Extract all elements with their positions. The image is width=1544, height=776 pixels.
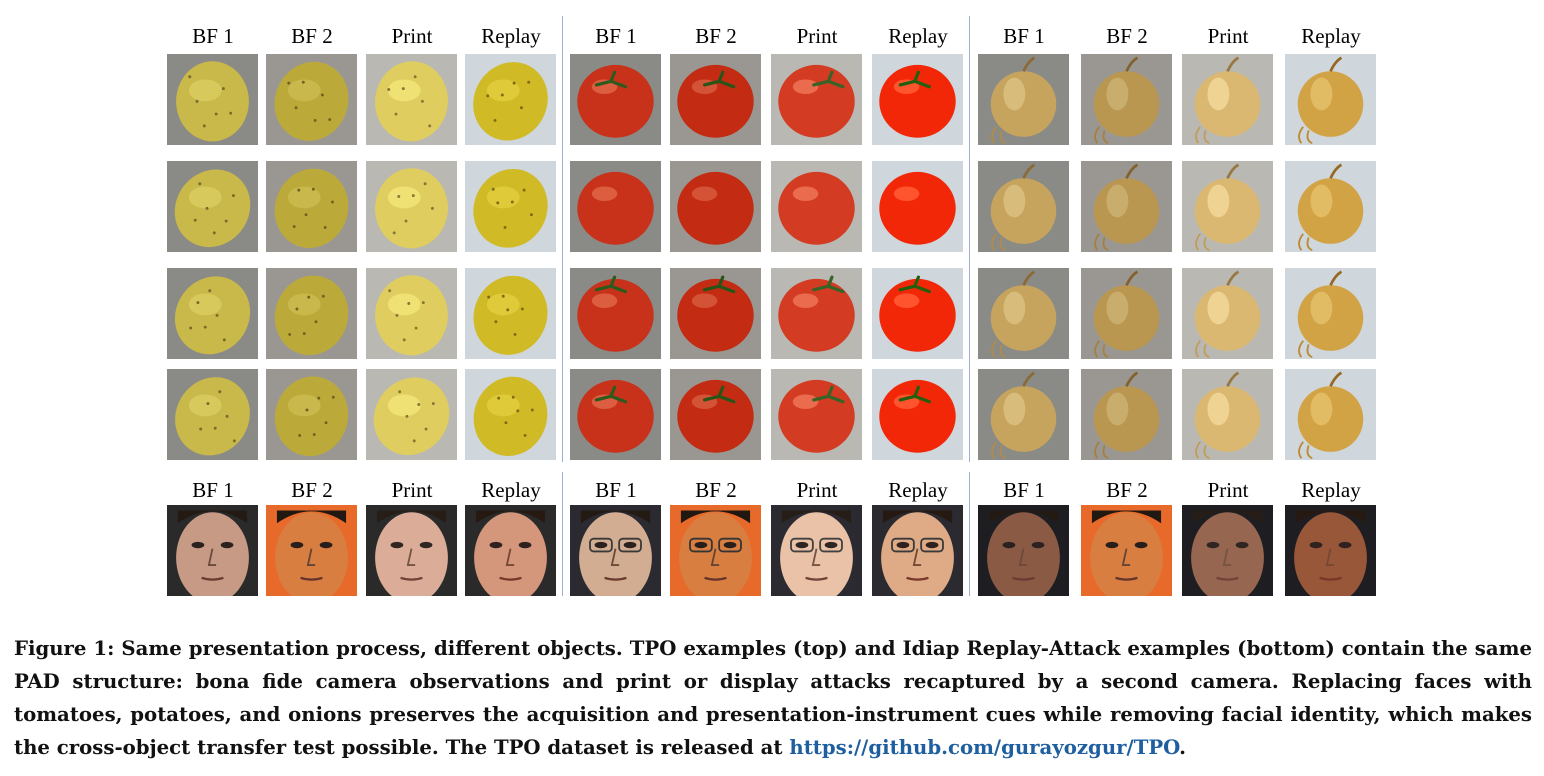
face-image-subject-3-bf-1 — [978, 505, 1069, 596]
onion-image-row2-print — [1182, 161, 1273, 252]
group-separator — [969, 472, 970, 596]
tomato-image-row3-print — [771, 268, 862, 359]
caption-end: . — [1179, 736, 1187, 759]
potato-image-row3-bf-2 — [266, 268, 357, 359]
tomato-image-row3-replay — [872, 268, 963, 359]
tomato-image-row4-print — [771, 369, 862, 460]
onion-image-row1-print — [1182, 54, 1273, 145]
header-face-subject-1-print: Print — [391, 478, 433, 502]
tomato-image-row1-bf-1 — [570, 54, 661, 145]
figure-caption: Figure 1: Same presentation process, dif… — [14, 632, 1532, 764]
header-onion-bf-2: BF 2 — [1106, 24, 1148, 48]
onion-image-row1-replay — [1285, 54, 1376, 145]
potato-image-row3-bf-1 — [167, 268, 258, 359]
potato-image-row3-replay — [465, 268, 556, 359]
onion-image-row1-bf-2 — [1081, 54, 1172, 145]
face-image-subject-3-print — [1182, 505, 1273, 596]
potato-image-row4-replay — [465, 369, 556, 460]
face-image-subject-2-replay — [872, 505, 963, 596]
potato-image-row1-print — [366, 54, 457, 145]
onion-image-row4-bf-1 — [978, 369, 1069, 460]
tomato-image-row2-bf-1 — [570, 161, 661, 252]
header-onion-replay: Replay — [1301, 24, 1361, 48]
face-image-subject-2-print — [771, 505, 862, 596]
potato-image-row2-print — [366, 161, 457, 252]
face-image-subject-1-replay — [465, 505, 556, 596]
header-face-subject-2-bf-2: BF 2 — [695, 478, 737, 502]
header-tomato-replay: Replay — [888, 24, 948, 48]
group-separator — [562, 472, 563, 596]
tomato-image-row1-bf-2 — [670, 54, 761, 145]
onion-image-row4-bf-2 — [1081, 369, 1172, 460]
onion-image-row3-bf-1 — [978, 268, 1069, 359]
face-image-subject-1-print — [366, 505, 457, 596]
onion-image-row4-replay — [1285, 369, 1376, 460]
tomato-image-row1-replay — [872, 54, 963, 145]
header-face-subject-2-replay: Replay — [888, 478, 948, 502]
onion-image-row1-bf-1 — [978, 54, 1069, 145]
tomato-image-row4-bf-1 — [570, 369, 661, 460]
onion-image-row2-bf-1 — [978, 161, 1069, 252]
header-onion-print: Print — [1207, 24, 1249, 48]
header-tomato-bf-2: BF 2 — [695, 24, 737, 48]
onion-image-row4-print — [1182, 369, 1273, 460]
header-face-subject-3-print: Print — [1207, 478, 1249, 502]
header-potato-replay: Replay — [481, 24, 541, 48]
face-image-subject-1-bf-2 — [266, 505, 357, 596]
header-onion-bf-1: BF 1 — [1003, 24, 1045, 48]
potato-image-row1-bf-2 — [266, 54, 357, 145]
face-image-subject-3-bf-2 — [1081, 505, 1172, 596]
group-separator — [969, 16, 970, 462]
header-face-subject-3-bf-2: BF 2 — [1106, 478, 1148, 502]
header-potato-bf-2: BF 2 — [291, 24, 333, 48]
group-separator — [562, 16, 563, 462]
potato-image-row1-bf-1 — [167, 54, 258, 145]
potato-image-row2-bf-1 — [167, 161, 258, 252]
header-potato-bf-1: BF 1 — [192, 24, 234, 48]
header-tomato-print: Print — [796, 24, 838, 48]
onion-image-row3-print — [1182, 268, 1273, 359]
potato-image-row4-print — [366, 369, 457, 460]
potato-image-row3-print — [366, 268, 457, 359]
tomato-image-row2-print — [771, 161, 862, 252]
face-image-subject-2-bf-2 — [670, 505, 761, 596]
face-image-subject-2-bf-1 — [570, 505, 661, 596]
face-image-subject-3-replay — [1285, 505, 1376, 596]
onion-image-row2-bf-2 — [1081, 161, 1172, 252]
onion-image-row3-replay — [1285, 268, 1376, 359]
potato-image-row1-replay — [465, 54, 556, 145]
tomato-image-row4-bf-2 — [670, 369, 761, 460]
header-tomato-bf-1: BF 1 — [595, 24, 637, 48]
header-face-subject-3-replay: Replay — [1301, 478, 1361, 502]
header-face-subject-1-bf-2: BF 2 — [291, 478, 333, 502]
onion-image-row2-replay — [1285, 161, 1376, 252]
header-face-subject-2-print: Print — [796, 478, 838, 502]
tomato-image-row3-bf-1 — [570, 268, 661, 359]
potato-image-row4-bf-2 — [266, 369, 357, 460]
potato-image-row2-replay — [465, 161, 556, 252]
header-face-subject-1-replay: Replay — [481, 478, 541, 502]
caption-text: Figure 1: Same presentation process, dif… — [14, 637, 1532, 759]
tomato-image-row2-replay — [872, 161, 963, 252]
onion-image-row3-bf-2 — [1081, 268, 1172, 359]
header-face-subject-1-bf-1: BF 1 — [192, 478, 234, 502]
tomato-image-row1-print — [771, 54, 862, 145]
potato-image-row4-bf-1 — [167, 369, 258, 460]
header-face-subject-2-bf-1: BF 1 — [595, 478, 637, 502]
header-potato-print: Print — [391, 24, 433, 48]
header-face-subject-3-bf-1: BF 1 — [1003, 478, 1045, 502]
potato-image-row2-bf-2 — [266, 161, 357, 252]
face-image-subject-1-bf-1 — [167, 505, 258, 596]
tomato-image-row4-replay — [872, 369, 963, 460]
tomato-image-row3-bf-2 — [670, 268, 761, 359]
tomato-image-row2-bf-2 — [670, 161, 761, 252]
dataset-link[interactable]: https://github.com/gurayozgur/TPO — [789, 736, 1180, 759]
